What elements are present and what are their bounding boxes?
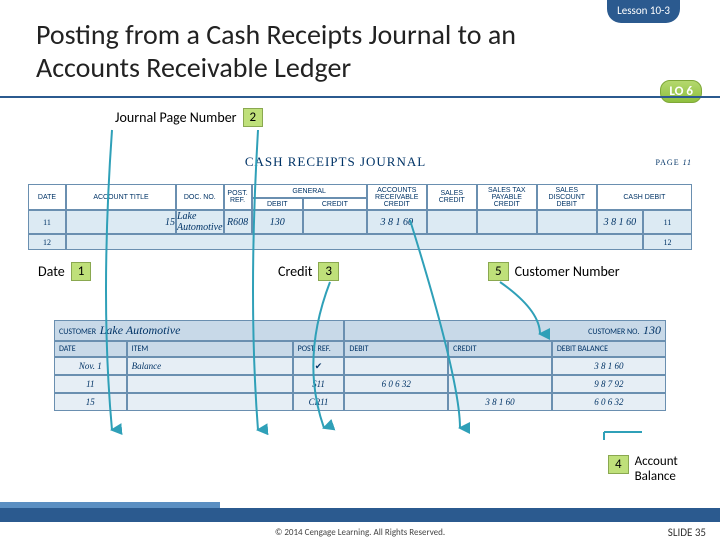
row-num-r: 11 bbox=[643, 210, 692, 234]
row-postref: 130 bbox=[252, 210, 303, 234]
callout-journal-page-label: Journal Page Number bbox=[115, 109, 237, 126]
row-date: 15 bbox=[66, 210, 176, 234]
callout-num-5: 5 bbox=[488, 262, 509, 281]
ledger-row-1: 11 S11 6 0 6 32 9 8 7 92 bbox=[54, 375, 666, 393]
ledger-row-2: 15 CR11 3 8 1 60 6 0 6 32 bbox=[54, 393, 666, 411]
callout-custnum: 5 Customer Number bbox=[488, 262, 620, 281]
callout-credit-label: Credit bbox=[278, 263, 312, 280]
journal-title: CASH RECEIPTS JOURNAL bbox=[28, 140, 643, 184]
lcol-item: ITEM bbox=[127, 341, 293, 357]
lcol-postref: POST. REF. bbox=[293, 341, 345, 357]
col-doc: DOC. NO. bbox=[176, 184, 224, 210]
row2-r: 12 bbox=[643, 234, 692, 250]
col-ar-credit: ACCOUNTS RECEIVABLE CREDIT bbox=[367, 184, 427, 210]
cash-receipts-journal: CASH RECEIPTS JOURNAL PAGE 11 DATE ACCOU… bbox=[28, 140, 692, 250]
lcol-credit: CREDIT bbox=[448, 341, 552, 357]
ledger-row-0: Nov. 1 Balance ✔ 3 8 1 60 bbox=[54, 357, 666, 375]
ledger-custno: CUSTOMER NO. 130 bbox=[344, 320, 666, 341]
callout-journal-page: Journal Page Number 2 bbox=[115, 108, 263, 127]
col-sales-credit: SALES CREDIT bbox=[427, 184, 477, 210]
lcol-balance: DEBIT BALANCE bbox=[552, 341, 666, 357]
lo-badge: LO 6 bbox=[660, 80, 702, 103]
copyright: © 2014 Cengage Learning. All Rights Rese… bbox=[0, 527, 720, 538]
col-gen-debit: DEBIT bbox=[252, 198, 303, 210]
row-num-l: 11 bbox=[28, 210, 66, 234]
divider-top bbox=[0, 96, 720, 98]
lesson-tag: Lesson 10-3 bbox=[607, 0, 680, 23]
slide: Lesson 10-3 Posting from a Cash Receipts… bbox=[0, 0, 720, 540]
bottom-bar bbox=[0, 508, 720, 522]
row2-l: 12 bbox=[28, 234, 66, 250]
callout-balance-label: Account Balance bbox=[635, 455, 678, 485]
row-title: Lake Automotive bbox=[176, 210, 224, 234]
journal-page-label: PAGE 11 bbox=[643, 140, 692, 184]
slide-title: Posting from a Cash Receipts Journal to … bbox=[36, 18, 596, 84]
ar-ledger: CUSTOMER Lake Automotive CUSTOMER NO. 13… bbox=[54, 320, 666, 450]
callout-date-label: Date bbox=[38, 263, 65, 280]
col-account: ACCOUNT TITLE bbox=[66, 184, 176, 210]
col-sdisc: SALES DISCOUNT DEBIT bbox=[537, 184, 597, 210]
callout-num-3: 3 bbox=[318, 262, 339, 281]
callout-date: Date 1 bbox=[38, 262, 91, 281]
col-postref: POST. REF. bbox=[224, 184, 252, 210]
ledger-customer: CUSTOMER Lake Automotive bbox=[54, 320, 344, 341]
col-general: GENERAL bbox=[252, 184, 367, 198]
col-stax: SALES TAX PAYABLE CREDIT bbox=[477, 184, 537, 210]
slide-number: SLIDE 35 bbox=[668, 526, 706, 539]
callout-num-2: 2 bbox=[243, 108, 264, 127]
row-ar: 3 8 1 60 bbox=[367, 210, 427, 234]
callout-custnum-label: Customer Number bbox=[515, 263, 620, 280]
callout-num-1: 1 bbox=[71, 262, 92, 281]
lcol-date: DATE bbox=[54, 341, 127, 357]
callout-credit: Credit 3 bbox=[278, 262, 339, 281]
col-gen-credit: CREDIT bbox=[303, 198, 367, 210]
col-date: DATE bbox=[28, 184, 66, 210]
row-cash: 3 8 1 60 bbox=[597, 210, 643, 234]
callout-num-4: 4 bbox=[608, 455, 629, 474]
lcol-debit: DEBIT bbox=[344, 341, 448, 357]
col-cash-debit: CASH DEBIT bbox=[597, 184, 692, 210]
callout-balance: 4 Account Balance bbox=[608, 455, 678, 485]
row-doc: R608 bbox=[224, 210, 252, 234]
